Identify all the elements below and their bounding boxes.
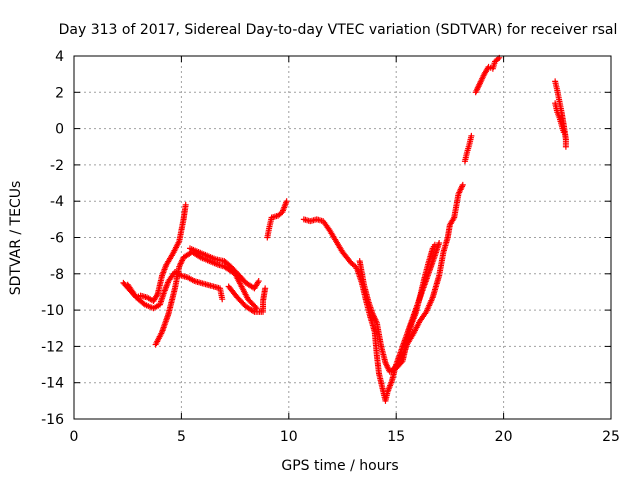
x-tick-label: 15 — [387, 429, 405, 445]
y-tick-label: -6 — [50, 231, 64, 247]
data-point-marker — [252, 303, 259, 310]
data-point-marker — [468, 132, 475, 139]
tick-labels: 0 5 10 15 20 25 -16 -14 -12 -10 -8 -6 -4 -2 0 2 4 — [41, 49, 620, 445]
y-tick-label: 4 — [55, 49, 64, 65]
plot-frame — [73, 55, 612, 420]
data-point-marker — [436, 239, 443, 246]
x-tick-label: 5 — [177, 429, 186, 445]
y-tick-label: -4 — [50, 194, 64, 210]
y-tick-label: -10 — [41, 303, 64, 319]
x-axis-label: GPS time / hours — [281, 458, 398, 474]
data-points — [120, 54, 569, 404]
y-tick-label: -2 — [50, 158, 64, 174]
data-point-marker — [431, 241, 438, 248]
y-tick-label: -8 — [50, 267, 64, 283]
x-tick-label: 25 — [602, 429, 620, 445]
x-tick-label: 10 — [280, 429, 298, 445]
data-point-marker — [182, 201, 189, 208]
y-axis-label: SDTVAR / TECUs — [8, 181, 24, 296]
data-point-marker — [562, 143, 569, 150]
x-tick-label: 20 — [495, 429, 513, 445]
data-point-marker — [255, 278, 262, 285]
y-tick-label: -12 — [41, 339, 64, 355]
y-tick-label: 0 — [55, 122, 64, 138]
data-point-marker — [459, 181, 466, 188]
x-tick-label: 0 — [70, 429, 79, 445]
data-point-marker — [219, 296, 226, 303]
y-tick-label: -16 — [41, 412, 64, 428]
data-point-marker — [262, 285, 269, 292]
data-point-marker — [283, 198, 290, 205]
y-tick-label: 2 — [55, 85, 64, 101]
chart-title: Day 313 of 2017, Sidereal Day-to-day VTE… — [59, 22, 618, 38]
data-point-marker — [560, 129, 567, 136]
grid — [74, 56, 611, 419]
y-tick-label: -14 — [41, 376, 64, 392]
